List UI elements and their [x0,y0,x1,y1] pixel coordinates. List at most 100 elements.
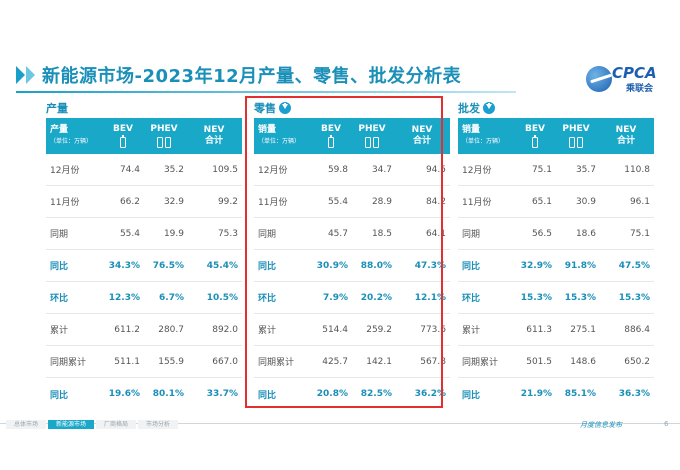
cell-bev: 611.3 [526,324,552,335]
row-label: 环比 [462,294,481,304]
double-chevron-icon [16,66,36,84]
table-row: 环比 7.9% 20.2% 12.1% [254,282,450,314]
panel-label-text: 批发 [458,102,480,115]
footer-tab-nev[interactable]: 新能源市场 [48,420,95,429]
table-header: 产量 （单位：万辆） BEV PHEV NEV 合计 [46,118,242,154]
cell-phev: 18.5 [371,228,392,239]
table-row: 11月份 65.1 30.9 96.1 [458,186,654,218]
footer: 总体市场 新能源市场 厂商格局 市场分析 月度信息发布 6 [0,420,680,432]
page-number: 6 [664,420,669,428]
arrow-down-icon [483,102,495,114]
cell-nev: 96.1 [629,196,650,207]
footer-tab-analysis[interactable]: 市场分析 [138,420,179,429]
cell-phev: 155.9 [158,356,184,367]
cell-bev: 21.9% [520,389,552,399]
table-row: 同期累计 511.1 155.9 667.0 [46,346,242,378]
cell-nev: 110.8 [624,164,650,175]
cell-phev: 275.1 [570,324,596,335]
fuel-battery-icon [156,137,172,148]
row-label: 同比 [462,390,481,401]
cell-bev: 611.2 [114,324,140,335]
header-nev-label: NEV [203,125,225,135]
cell-phev: 88.0% [360,260,392,271]
cell-nev: 10.5% [206,292,238,303]
table-header: 销量 （单位：万辆） BEV PHEV NEV 合计 [254,118,450,154]
header-phev: PHEV [142,118,186,154]
battery-icon [532,135,538,148]
table-row: 12月份 59.8 34.7 94.5 [254,154,450,186]
footer-divider [0,423,680,424]
cell-nev: 36.2% [414,389,446,399]
cell-nev: 109.5 [212,164,238,175]
cell-phev: 85.1% [564,389,596,399]
fuel-battery-icon [568,137,584,148]
globe-icon [586,66,612,92]
row-label: 同期 [50,230,69,240]
header-metric: 销量 （单位：万辆） [254,118,312,154]
table-row: 11月份 66.2 32.9 99.2 [46,186,242,218]
panel-label: 零售 [254,100,291,116]
cell-nev: 886.4 [624,324,650,335]
header-metric-label: 产量 [50,125,69,135]
cell-phev: 35.7 [575,164,596,175]
footer-note: 月度信息发布 [580,421,622,429]
cell-phev: 15.3% [564,292,596,303]
title-bar: 新能源市场-2023年12月产量、零售、批发分析表 [16,62,461,88]
row-label: 累计 [258,326,277,336]
header-phev-label: PHEV [150,124,178,134]
cell-phev: 80.1% [152,389,184,399]
cell-nev: 47.5% [618,260,650,271]
table-body: 12月份 74.4 35.2 109.5 11月份 66.2 32.9 99.2 同期 55.… [46,154,242,410]
table-row: 环比 12.3% 6.7% 10.5% [46,282,242,314]
table-row: 同期 55.4 19.9 75.3 [46,218,242,250]
footer-tab-makers[interactable]: 厂商格局 [96,420,137,429]
row-label: 同期累计 [50,358,87,368]
header-phev-label: PHEV [562,124,590,134]
cell-bev: 55.4 [119,228,140,239]
row-label: 环比 [50,294,69,304]
cell-nev: 94.5 [425,164,446,175]
table-row: 12月份 75.1 35.7 110.8 [458,154,654,186]
cell-bev: 19.6% [108,389,140,399]
cell-phev: 30.9 [575,196,596,207]
cell-nev: 567.8 [420,356,446,367]
cell-bev: 65.1 [531,196,552,207]
cell-bev: 66.2 [119,196,140,207]
header-phev-label: PHEV [358,124,386,134]
cell-phev: 91.8% [564,260,596,271]
panel-label-text: 零售 [254,102,276,115]
cell-nev: 99.2 [217,196,238,207]
cell-nev: 33.7% [206,389,238,399]
header-metric: 产量 （单位：万辆） [46,118,104,154]
battery-icon [328,135,334,148]
cell-phev: 18.6 [575,228,596,239]
table-row: 累计 514.4 259.2 773.6 [254,314,450,346]
header-bev: BEV [312,118,350,154]
table-row: 同比 19.6% 80.1% 33.7% [46,378,242,410]
cell-bev: 425.7 [322,356,348,367]
cell-nev: 36.3% [618,389,650,399]
header-bev-label: BEV [525,124,545,134]
table-body: 12月份 59.8 34.7 94.5 11月份 55.4 28.9 84.2 同期 45.7… [254,154,450,410]
table-row: 环比 15.3% 15.3% 15.3% [458,282,654,314]
cell-bev: 34.3% [108,260,140,271]
cell-bev: 32.9% [520,260,552,271]
cell-bev: 501.5 [526,356,552,367]
footer-tab-overall[interactable]: 总体市场 [6,420,47,429]
cell-nev: 667.0 [212,356,238,367]
panel-label: 批发 [458,100,495,116]
row-label: 同比 [462,262,481,272]
cell-nev: 650.2 [624,356,650,367]
fuel-battery-icon [364,137,380,148]
cell-bev: 56.5 [531,228,552,239]
header-unit: （单位：万辆） [258,138,301,145]
row-label: 12月份 [258,166,288,176]
header-nev-label: NEV [615,125,637,135]
row-label: 12月份 [50,166,80,176]
logo-subtext: 乘联会 [626,84,654,94]
row-label: 环比 [258,294,277,304]
panel-label-text: 产量 [46,102,68,115]
header-bev-label: BEV [321,124,341,134]
logo-text: CPCA [612,64,657,82]
